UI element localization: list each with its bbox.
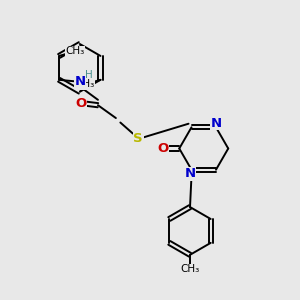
Text: N: N — [74, 75, 86, 88]
Text: N: N — [210, 117, 222, 130]
Text: CH₃: CH₃ — [180, 264, 200, 274]
Text: O: O — [75, 97, 86, 110]
Text: CH₃: CH₃ — [65, 46, 84, 56]
Text: H: H — [85, 70, 92, 80]
Text: S: S — [134, 133, 143, 146]
Text: O: O — [157, 142, 169, 155]
Text: N: N — [184, 167, 196, 180]
Text: CH₃: CH₃ — [75, 79, 94, 89]
